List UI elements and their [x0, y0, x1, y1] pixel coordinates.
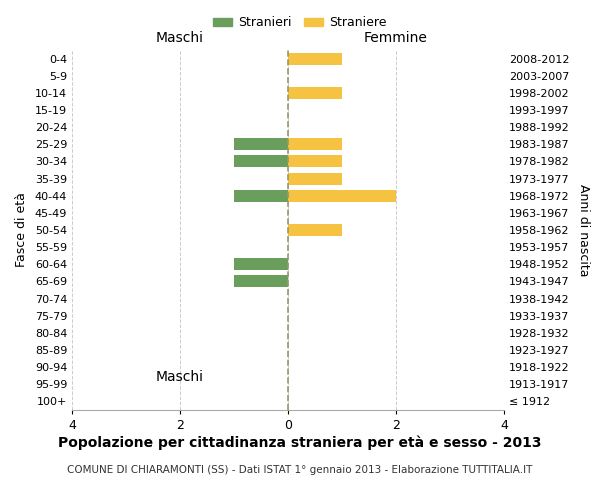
Bar	[288, 190, 396, 202]
Bar	[234, 258, 288, 270]
Y-axis label: Fasce di età: Fasce di età	[15, 192, 28, 268]
Bar	[288, 156, 342, 168]
Text: Popolazione per cittadinanza straniera per età e sesso - 2013: Popolazione per cittadinanza straniera p…	[58, 435, 542, 450]
Text: Femmine: Femmine	[364, 31, 428, 45]
Bar	[288, 138, 342, 150]
Bar	[288, 224, 342, 236]
Bar	[234, 138, 288, 150]
Bar	[288, 172, 342, 184]
Bar	[234, 276, 288, 287]
Bar	[234, 190, 288, 202]
Text: Maschi: Maschi	[156, 370, 204, 384]
Y-axis label: Anni di nascita: Anni di nascita	[577, 184, 590, 276]
Bar	[288, 52, 342, 64]
Bar	[234, 156, 288, 168]
Text: Maschi: Maschi	[156, 31, 204, 45]
Text: COMUNE DI CHIARAMONTI (SS) - Dati ISTAT 1° gennaio 2013 - Elaborazione TUTTITALI: COMUNE DI CHIARAMONTI (SS) - Dati ISTAT …	[67, 465, 533, 475]
Bar	[288, 87, 342, 99]
Legend: Stranieri, Straniere: Stranieri, Straniere	[208, 11, 392, 34]
